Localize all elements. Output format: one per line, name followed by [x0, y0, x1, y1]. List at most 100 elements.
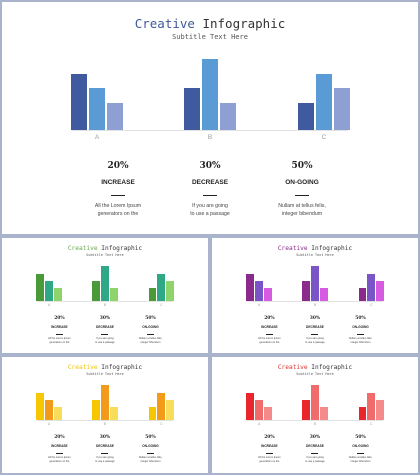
chart-baseline [72, 130, 348, 131]
title-accent: Creative [67, 363, 98, 371]
title-accent: Creative [67, 244, 98, 252]
stat-percent: 20% [264, 316, 275, 322]
stat-block: 50% ON-GOING Nullam at tellus felis, intege… [126, 435, 176, 464]
slide-subtitle: Subtitle Text Here [86, 372, 124, 377]
slide-title: Creative Infographic [212, 245, 418, 252]
stat-divider [55, 452, 63, 454]
stat-block: 30% DECREASE If you are going to use a pass… [290, 316, 340, 345]
stat-description-line1: Nullam at tellus felis, [138, 456, 163, 460]
bar-B-2 [311, 266, 319, 302]
bar-B-1 [92, 399, 100, 421]
category-label: A [47, 422, 51, 427]
bar-C-3 [334, 88, 350, 130]
bar-B-3 [220, 102, 236, 130]
stat-label: DECREASE [96, 325, 114, 330]
stat-description-line2: integer bibendum [140, 460, 161, 464]
stat-description-line2: integer bibendum [140, 341, 161, 345]
stat-description-line2: to use a passage [305, 460, 325, 464]
stat-description-line1: If you are going [306, 337, 324, 341]
bar-C-1 [358, 406, 367, 421]
slide-yellow: Creative Infographic Subtitle Text Here A B… [2, 357, 208, 473]
stat-description-line1: If you are going [306, 456, 324, 460]
category-label: B [207, 134, 213, 141]
bar-B-3 [109, 406, 118, 421]
bar-A-1 [71, 73, 87, 130]
stat-label: ON-GOING [352, 444, 369, 449]
bar-B-1 [302, 399, 310, 421]
bar-A-3 [53, 406, 62, 421]
bar-B-3 [319, 287, 328, 302]
stat-label: INCREASE [261, 325, 278, 330]
stat-block: 50% ON-GOING Nullam at tellus felis, intege… [126, 316, 176, 345]
bar-C-3 [376, 280, 385, 302]
slide-purple: Creative Infographic Subtitle Text Here A B… [212, 238, 418, 353]
stat-divider [265, 452, 273, 454]
stat-percent: 50% [355, 435, 366, 441]
stat-divider [295, 195, 309, 196]
bar-A-3 [263, 406, 272, 421]
bar-A-1 [246, 392, 255, 421]
bar-A-3 [53, 287, 62, 302]
bar-B-2 [311, 385, 319, 421]
slide-title: Creative Infographic [212, 364, 418, 371]
stat-description-line2: to use a passage [305, 341, 325, 345]
slide-main: Creative Infographic Subtitle Text Here A B… [2, 2, 418, 234]
stat-block: 30% DECREASE If you are going to use a pass… [80, 316, 130, 345]
category-label: C [160, 422, 163, 427]
stat-block: 20% INCREASE All the Lorem Ipsum generators… [245, 316, 295, 345]
stat-label: ON-GOING [352, 325, 369, 330]
bar-A-1 [36, 273, 45, 302]
bar-B-3 [319, 406, 328, 421]
slide-subtitle: Subtitle Text Here [86, 253, 124, 258]
bar-C-2 [157, 273, 166, 302]
stat-block: 50% ON-GOING Nullam at tellus felis, intege… [336, 316, 386, 345]
stat-description-line2: integer bibendum [350, 460, 371, 464]
category-label: C [370, 303, 373, 308]
stat-label: ON-GOING [142, 325, 159, 330]
stat-divider [101, 333, 109, 335]
stat-description-line1: All the Lorem Ipsum [94, 203, 142, 209]
bar-A-2 [89, 88, 105, 130]
title-accent: Creative [277, 363, 308, 371]
title-rest: Infographic [307, 363, 353, 371]
stat-label: ON-GOING [285, 179, 319, 186]
bar-C-2 [316, 73, 332, 130]
stat-block: 50% ON-GOING Nullam at tellus felis, intege… [252, 160, 352, 218]
stat-divider [311, 452, 319, 454]
stat-description-line1: If you are going [96, 337, 114, 341]
bar-C-1 [298, 102, 314, 130]
bar-C-3 [166, 399, 175, 421]
chart-baseline [246, 301, 384, 303]
bar-B-2 [202, 59, 218, 130]
slide-subtitle: Subtitle Text Here [172, 33, 248, 41]
stat-divider [147, 452, 154, 454]
stat-percent: 20% [264, 435, 275, 441]
stat-block: 50% ON-GOING Nullam at tellus felis, intege… [336, 435, 386, 464]
stat-label: DECREASE [306, 325, 324, 330]
slide-subtitle: Subtitle Text Here [296, 253, 334, 258]
stat-description-line2: integer bibendum [350, 341, 371, 345]
stat-description-line2: to use a passage [95, 460, 115, 464]
title-accent: Creative [134, 16, 195, 31]
category-label: B [313, 422, 317, 427]
bar-B-1 [92, 280, 100, 302]
category-label: A [47, 303, 51, 308]
bar-A-2 [255, 280, 263, 302]
stat-label: ON-GOING [142, 444, 159, 449]
slide-green: Creative Infographic Subtitle Text Here A B… [2, 238, 208, 353]
stat-block: 30% DECREASE If you are going to use a pass… [290, 435, 340, 464]
stat-block: 20% INCREASE All the Lorem Ipsum generators… [35, 435, 85, 464]
stat-percent: 50% [355, 316, 366, 322]
stat-block: 20% INCREASE All the Lorem Ipsum generators… [35, 316, 85, 345]
stat-divider [101, 452, 109, 454]
stat-description-line1: Nullam at tellus felis, [348, 337, 373, 341]
chart-baseline [36, 420, 174, 422]
stat-description-line1: If you are going [192, 203, 228, 209]
stat-divider [265, 333, 273, 335]
stat-block: 20% INCREASE All the Lorem Ipsum generators… [245, 435, 295, 464]
slide-title: Creative Infographic [2, 245, 208, 252]
stat-divider [311, 333, 319, 335]
category-label: A [257, 422, 261, 427]
bar-B-2 [101, 266, 109, 302]
stat-description-line2: to use a passage [95, 341, 115, 345]
